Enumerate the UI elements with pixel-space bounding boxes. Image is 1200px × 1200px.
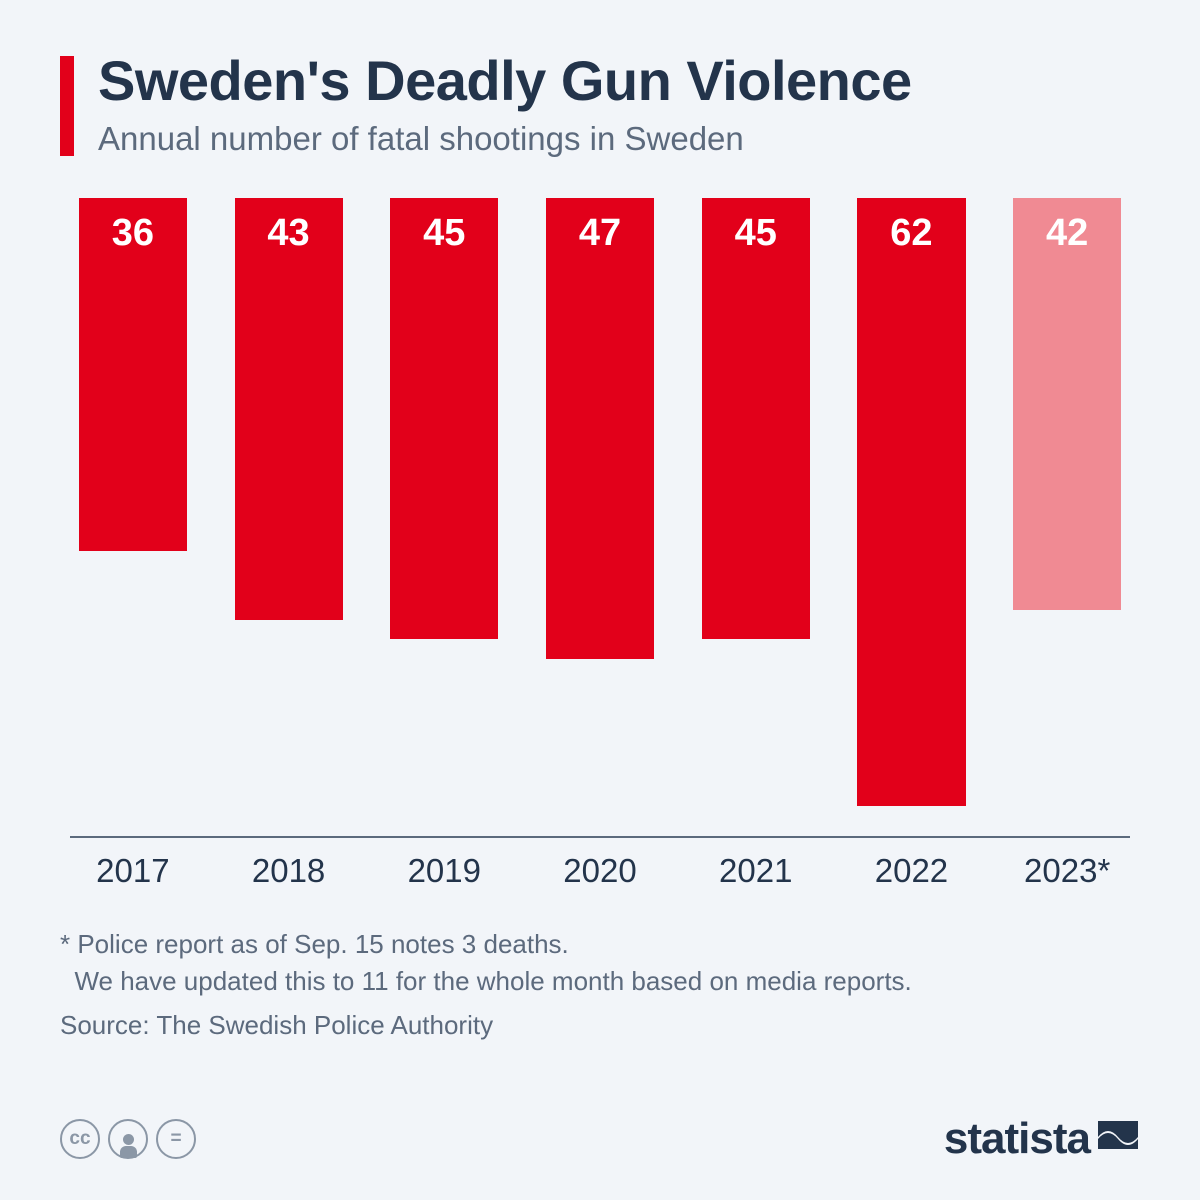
bar-wrapper: 45 (693, 198, 819, 836)
footnotes: * Police report as of Sep. 15 notes 3 de… (60, 926, 1140, 1045)
x-axis-label: 2019 (381, 852, 507, 890)
x-axis-label: 2023* (1004, 852, 1130, 890)
bar: 45 (702, 198, 810, 640)
bar-wrapper: 43 (226, 198, 352, 836)
bar: 45 (390, 198, 498, 640)
footer: cc = statista (60, 1114, 1140, 1164)
bar-value-label: 42 (1046, 212, 1088, 255)
bar: 42 (1013, 198, 1121, 610)
by-icon (108, 1119, 148, 1159)
bar-group: 36 43 45 47 45 62 42 (70, 198, 1130, 836)
cc-icon: cc (60, 1119, 100, 1159)
x-axis-label: 2018 (226, 852, 352, 890)
bar-value-label: 45 (423, 212, 465, 255)
bar: 36 (79, 198, 187, 551)
bar-chart: 36 43 45 47 45 62 42 (70, 198, 1130, 838)
footnote-line-1: * Police report as of Sep. 15 notes 3 de… (60, 926, 1140, 964)
header: Sweden's Deadly Gun Violence Annual numb… (60, 50, 1140, 158)
x-axis-label: 2022 (849, 852, 975, 890)
accent-bar (60, 56, 74, 156)
bar-wrapper: 62 (849, 198, 975, 836)
page-title: Sweden's Deadly Gun Violence (98, 50, 1140, 112)
bar: 47 (546, 198, 654, 659)
x-axis-label: 2020 (537, 852, 663, 890)
title-block: Sweden's Deadly Gun Violence Annual numb… (98, 50, 1140, 158)
cc-license-icons: cc = (60, 1119, 196, 1159)
footnote-line-2: We have updated this to 11 for the whole… (60, 963, 1140, 1001)
bar-value-label: 43 (267, 212, 309, 255)
bar: 62 (857, 198, 965, 807)
logo-text: statista (944, 1114, 1090, 1164)
bar-wrapper: 45 (381, 198, 507, 836)
bar-value-label: 47 (579, 212, 621, 255)
bar-value-label: 36 (112, 212, 154, 255)
logo-wave-icon (1096, 1117, 1140, 1153)
page-subtitle: Annual number of fatal shootings in Swed… (98, 120, 1140, 158)
statista-logo: statista (944, 1114, 1140, 1164)
bar-wrapper: 47 (537, 198, 663, 836)
x-axis-label: 2017 (70, 852, 196, 890)
bar: 43 (235, 198, 343, 620)
bar-wrapper: 42 (1004, 198, 1130, 836)
x-axis-labels: 2017 2018 2019 2020 2021 2022 2023* (70, 852, 1130, 890)
bar-value-label: 62 (890, 212, 932, 255)
bar-wrapper: 36 (70, 198, 196, 836)
nd-icon: = (156, 1119, 196, 1159)
source-line: Source: The Swedish Police Authority (60, 1007, 1140, 1045)
x-axis-label: 2021 (693, 852, 819, 890)
bar-value-label: 45 (735, 212, 777, 255)
